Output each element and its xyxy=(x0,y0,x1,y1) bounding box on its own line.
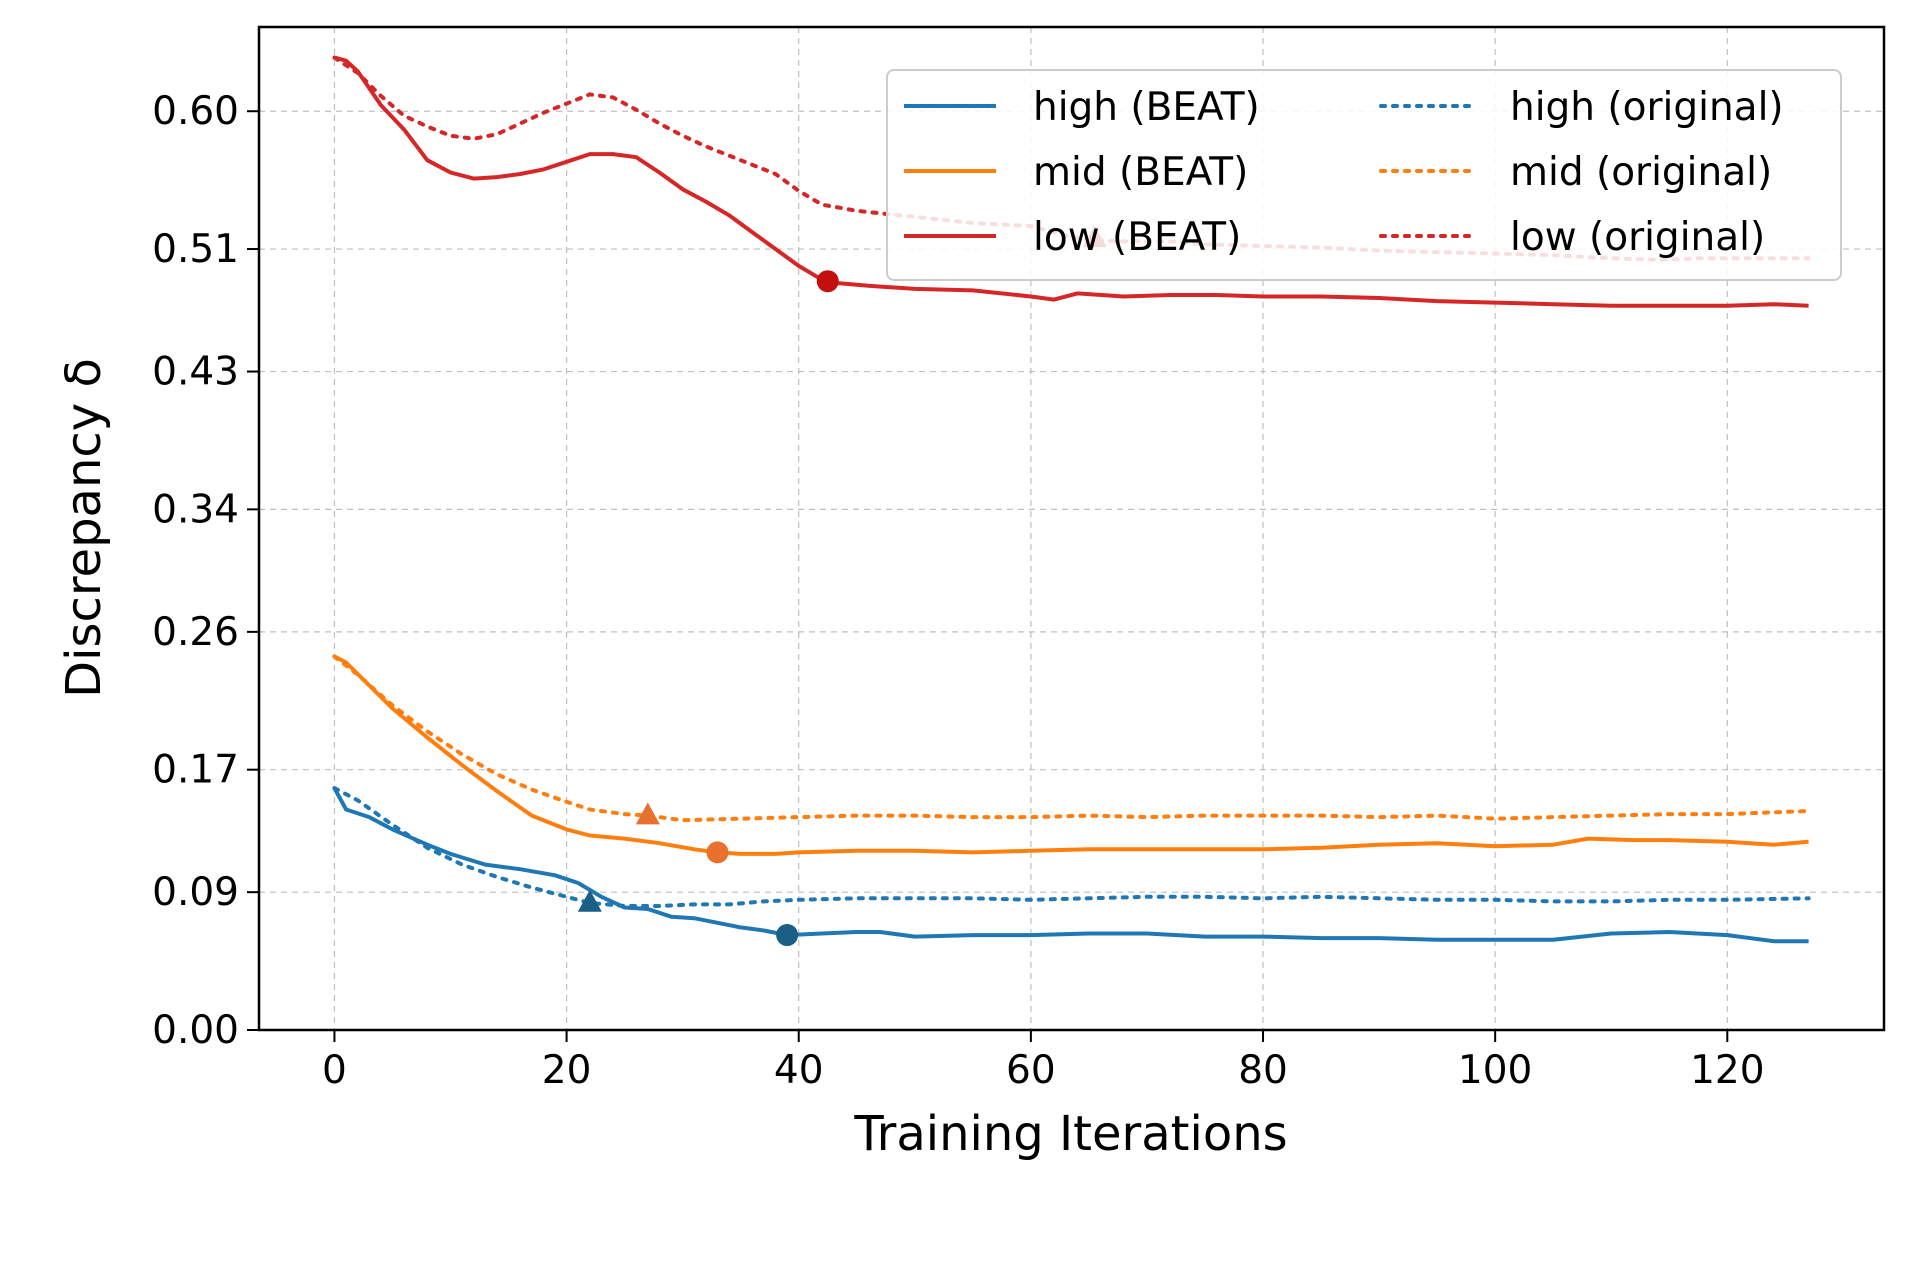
y-tick-label: 0.26 xyxy=(152,610,239,655)
legend-label: low (BEAT) xyxy=(1033,215,1241,260)
y-axis: 0.00 0.09 0.17 0.26 0.34 0.43 0.51 0.60 xyxy=(152,89,259,1053)
series-line-high-original xyxy=(332,786,1811,908)
x-tick-label: 80 xyxy=(1238,1048,1288,1093)
series-line-mid-beat xyxy=(333,654,1809,856)
x-tick-label: 100 xyxy=(1458,1048,1532,1093)
y-tick-label: 0.60 xyxy=(152,89,239,134)
y-tick-label: 0.17 xyxy=(152,748,239,793)
x-tick-label: 40 xyxy=(774,1048,824,1093)
x-axis: 0 20 40 60 80 100 120 xyxy=(322,1030,1765,1093)
legend: high (BEAT) mid (BEAT) low (BEAT) high (ori… xyxy=(886,69,1842,281)
best-point-marker xyxy=(776,924,799,947)
y-tick-label: 0.51 xyxy=(152,227,239,272)
y-tick-label: 0.00 xyxy=(152,1008,239,1053)
best-point-marker xyxy=(816,270,839,293)
legend-label: mid (BEAT) xyxy=(1033,150,1248,195)
x-tick-label: 120 xyxy=(1690,1048,1764,1093)
legend-label: low (original) xyxy=(1510,215,1765,260)
best-point-triangle-marker xyxy=(635,802,660,825)
y-tick-label: 0.34 xyxy=(152,487,239,532)
legend-box xyxy=(886,69,1842,281)
best-point-marker xyxy=(706,841,729,864)
y-tick-label: 0.43 xyxy=(152,350,239,395)
legend-label: high (BEAT) xyxy=(1033,85,1260,130)
series-line-low-beat xyxy=(333,55,1809,308)
series-line-mid-original xyxy=(332,654,1811,823)
y-axis-label: Discrepancy δ xyxy=(56,358,112,698)
series-line-high-beat xyxy=(332,787,1809,944)
plot-frame xyxy=(257,25,1886,1032)
x-tick-label: 0 xyxy=(322,1048,347,1093)
legend-label: high (original) xyxy=(1510,85,1784,130)
x-tick-label: 20 xyxy=(542,1048,592,1093)
legend-label: mid (original) xyxy=(1510,150,1772,195)
best-point-triangle-marker xyxy=(577,889,602,912)
x-tick-label: 60 xyxy=(1006,1048,1056,1093)
x-axis-label: Training Iterations xyxy=(853,1106,1287,1162)
y-tick-label: 0.09 xyxy=(152,870,239,915)
